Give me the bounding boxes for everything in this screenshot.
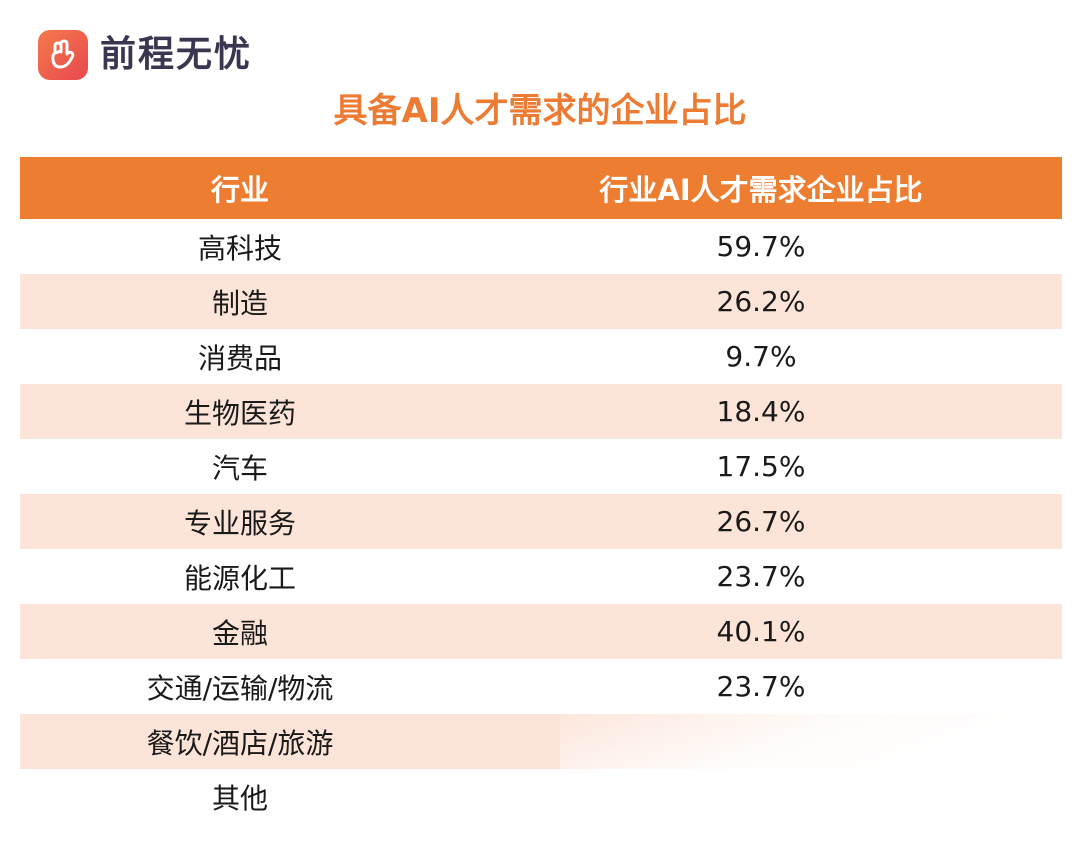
industry-cell: 交通/运输/物流 (146, 671, 334, 705)
data-table: 行业 行业AI人才需求企业占比 高科技 59.7% 制造 26.2% 消费品 9… (20, 157, 1062, 824)
share-cell: 18.4% (716, 395, 806, 428)
table-row: 汽车 17.5% (20, 439, 1062, 494)
table-row: 生物医药 18.4% (20, 384, 1062, 439)
industry-cell: 金融 (211, 616, 268, 650)
industry-cell: 能源化工 (183, 561, 296, 595)
table-row: 其他 (20, 769, 1062, 824)
table-row: 金融 40.1% (20, 604, 1062, 659)
industry-cell: 专业服务 (183, 506, 296, 540)
table-header-row: 行业 行业AI人才需求企业占比 (20, 157, 1062, 219)
table-row: 消费品 9.7% (20, 329, 1062, 384)
industry-cell: 制造 (211, 286, 268, 320)
industry-cell: 其他 (211, 781, 268, 815)
industry-cell: 消费品 (197, 341, 282, 375)
share-cell: 9.7% (725, 340, 797, 373)
industry-cell: 高科技 (197, 231, 282, 265)
share-cell: 26.2% (716, 285, 806, 318)
table-row: 能源化工 23.7% (20, 549, 1062, 604)
share-cell: 59.7% (716, 230, 806, 263)
share-cell: 26.7% (716, 505, 806, 538)
share-cell: 40.1% (716, 615, 806, 648)
header-share: 行业AI人才需求企业占比 (599, 173, 923, 207)
table-row: 制造 26.2% (20, 274, 1062, 329)
table-row: 高科技 59.7% (20, 219, 1062, 274)
brand-logo: 前程无忧 (38, 30, 252, 80)
share-cell: 23.7% (716, 560, 806, 593)
industry-cell: 汽车 (211, 451, 268, 485)
table-row: 专业服务 26.7% (20, 494, 1062, 549)
share-cell: 17.5% (716, 450, 806, 483)
industry-cell: 生物医药 (183, 396, 296, 430)
table-row: 餐饮/酒店/旅游 (20, 714, 1062, 769)
table-row: 交通/运输/物流 23.7% (20, 659, 1062, 714)
header-industry: 行业 (210, 173, 269, 207)
page-title: 具备AI人才需求的企业占比 (333, 91, 747, 131)
hand-logo-icon (38, 30, 88, 80)
share-cell: 23.7% (716, 670, 806, 703)
brand-name: 前程无忧 (100, 34, 253, 75)
industry-cell: 餐饮/酒店/旅游 (146, 726, 334, 760)
